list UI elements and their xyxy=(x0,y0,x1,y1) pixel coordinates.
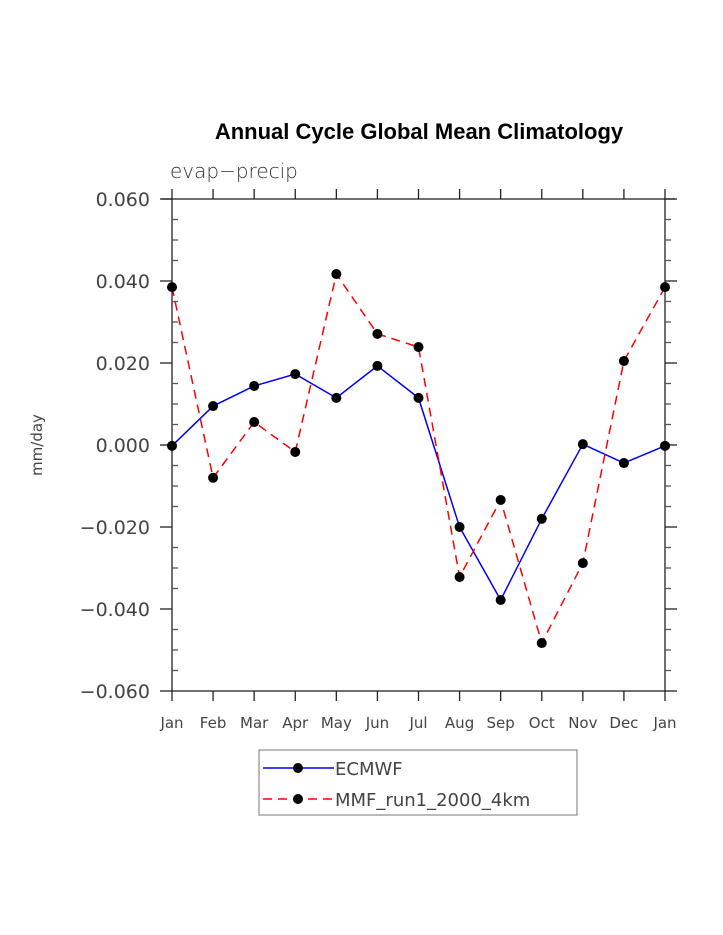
y-axis-label: mm/day xyxy=(28,414,46,476)
axes xyxy=(160,189,677,701)
data-point xyxy=(454,572,465,583)
legend-box xyxy=(258,749,578,816)
x-tick-label: Nov xyxy=(568,714,597,732)
data-point xyxy=(536,638,547,649)
y-tick-label: −0.040 xyxy=(80,599,150,621)
chart-title: Annual Cycle Global Mean Climatology xyxy=(215,119,624,144)
series-line xyxy=(171,272,666,646)
y-tick-label: 0.060 xyxy=(96,189,150,211)
data-point xyxy=(331,392,342,403)
legend-label: MMF_run1_2000_4km xyxy=(335,790,530,811)
y-tick-label: 0.000 xyxy=(96,435,150,457)
data-point xyxy=(495,494,506,505)
series-mmf xyxy=(167,269,670,649)
data-point xyxy=(495,594,506,605)
x-tick-label: Aug xyxy=(445,714,474,732)
legend: ECMWF MMF_run1_2000_4km xyxy=(258,749,578,816)
data-point xyxy=(454,522,465,532)
data-point xyxy=(249,417,260,428)
x-tick-label: Dec xyxy=(609,714,638,732)
chart-subtitle: evap−precip xyxy=(170,159,298,183)
legend-marker xyxy=(293,794,303,804)
data-point xyxy=(536,513,547,524)
y-tick-labels: −0.060 −0.040 −0.020 0.000 0.020 0.040 0.060 xyxy=(80,189,150,703)
x-tick-label: Jan xyxy=(159,714,183,732)
x-tick-label: Sep xyxy=(487,714,515,732)
series-group xyxy=(167,269,670,649)
data-point xyxy=(413,392,424,403)
data-point xyxy=(577,558,588,569)
y-tick-label: −0.020 xyxy=(80,517,150,539)
data-point xyxy=(372,328,383,339)
x-tick-label: Mar xyxy=(240,714,269,732)
data-point xyxy=(618,458,629,469)
data-point xyxy=(372,360,383,371)
x-tick-label: Jul xyxy=(408,714,427,732)
data-point xyxy=(577,439,588,450)
data-point xyxy=(167,440,177,451)
x-tick-label: Apr xyxy=(282,714,309,732)
y-tick-label: 0.040 xyxy=(96,271,150,293)
x-tick-label: Jun xyxy=(365,714,389,732)
data-point xyxy=(208,401,219,412)
legend-label: ECMWF xyxy=(335,759,403,780)
series-ecmwf xyxy=(167,360,670,605)
x-tick-label: Jan xyxy=(652,714,676,732)
plot-frame xyxy=(171,198,666,692)
y-tick-label: −0.060 xyxy=(80,681,150,703)
x-tick-labels: Jan Feb Mar Apr May Jun Jul Aug Sep Oct Nov Dec Jan xyxy=(159,714,676,732)
legend-marker xyxy=(293,763,303,773)
y-tick-label: 0.020 xyxy=(96,353,150,375)
data-point xyxy=(290,369,301,380)
data-point xyxy=(208,472,219,483)
data-point xyxy=(290,446,301,457)
data-point xyxy=(249,380,260,391)
x-tick-label: Oct xyxy=(529,714,555,732)
data-point xyxy=(167,282,177,293)
data-point xyxy=(331,269,342,280)
data-point xyxy=(413,342,424,353)
x-tick-label: Feb xyxy=(200,714,227,732)
data-point xyxy=(618,355,629,366)
x-tick-label: May xyxy=(321,714,352,732)
data-point xyxy=(660,440,670,451)
data-point xyxy=(660,282,670,293)
